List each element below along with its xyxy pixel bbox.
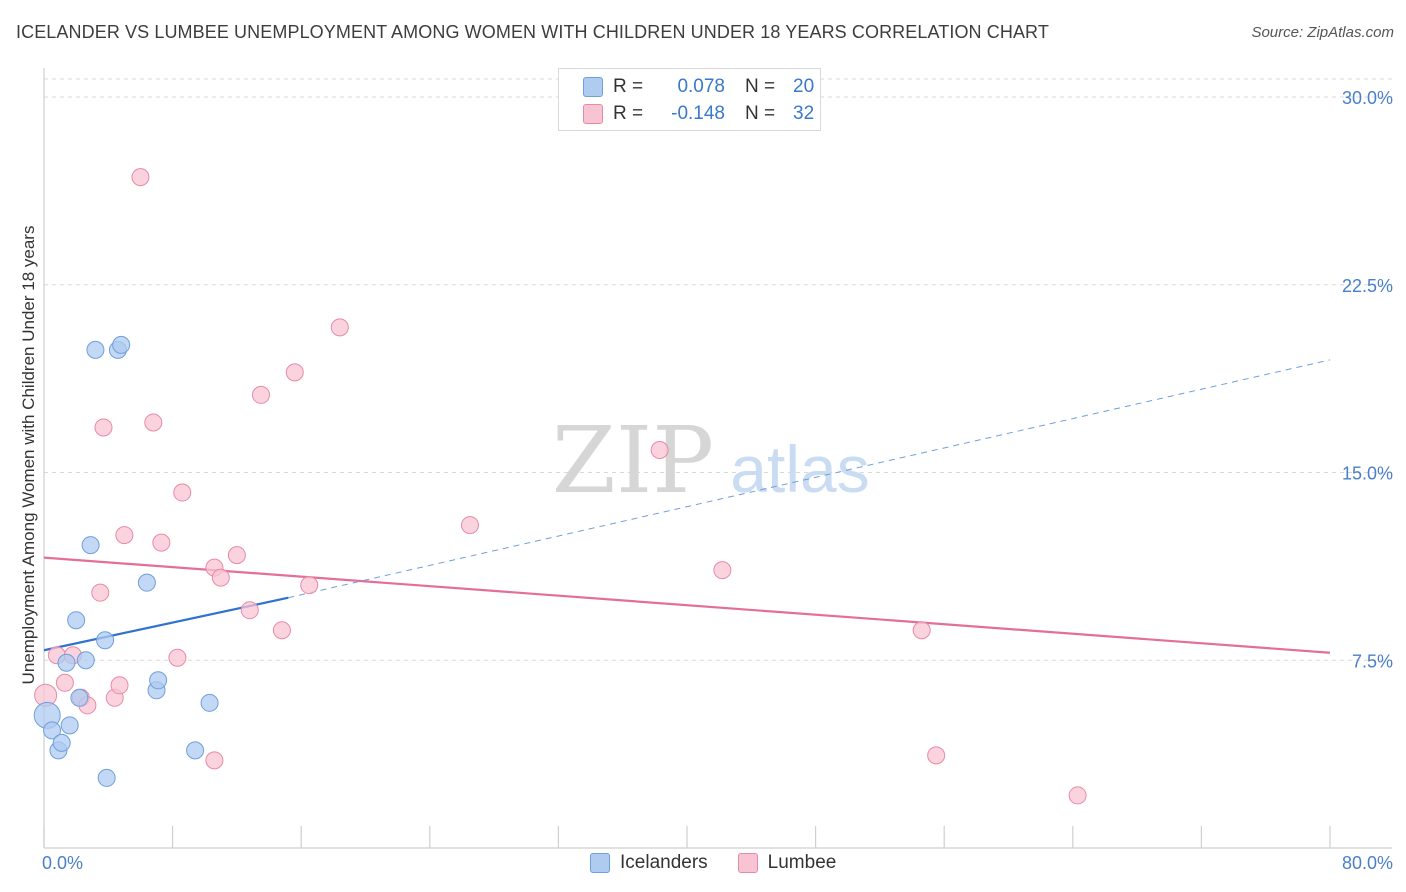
lumbee-point bbox=[330, 318, 349, 337]
axis-labels: 7.5% 15.0% 22.5% 30.0% 0.0% 80.0% Unemployment… bbox=[19, 88, 1393, 873]
icelanders-swatch bbox=[583, 77, 603, 97]
icelanders-point bbox=[76, 651, 95, 670]
lumbee-point bbox=[227, 546, 246, 565]
lumbee-trend-line bbox=[43, 556, 1331, 654]
y-tick-label: 22.5% bbox=[1342, 276, 1393, 296]
lumbee-point bbox=[1068, 786, 1087, 805]
icelanders-point bbox=[70, 688, 89, 707]
icelanders-swatch bbox=[590, 853, 610, 873]
lumbee-point bbox=[55, 673, 74, 692]
lumbee-point bbox=[131, 168, 150, 187]
lumbee-point bbox=[300, 576, 319, 595]
icelanders-point bbox=[81, 536, 100, 555]
legend-row-lumbee: R = -0.148 N = 32 bbox=[583, 101, 814, 127]
r-value: 0.078 bbox=[677, 76, 725, 97]
legend-item-icelanders[interactable]: Icelanders bbox=[590, 852, 708, 874]
legend-item-lumbee[interactable]: Lumbee bbox=[737, 852, 837, 874]
r-label: R = bbox=[613, 76, 644, 97]
icelanders-point bbox=[149, 671, 168, 690]
lumbee-point bbox=[927, 746, 946, 765]
n-value: 32 bbox=[793, 103, 815, 124]
lumbee-point bbox=[912, 621, 931, 640]
lumbee-point bbox=[110, 676, 129, 695]
lumbee-point bbox=[115, 526, 134, 545]
data-points bbox=[33, 168, 1087, 805]
lumbee-point bbox=[205, 751, 224, 770]
lumbee-point bbox=[252, 385, 271, 404]
icelanders-point bbox=[86, 340, 105, 359]
trend-lines bbox=[43, 359, 1331, 654]
lumbee-point bbox=[460, 516, 479, 535]
r-value: -0.148 bbox=[671, 103, 725, 124]
watermark: ZIP atlas bbox=[552, 407, 870, 514]
icelanders-point bbox=[52, 733, 71, 752]
watermark-zip: ZIP bbox=[552, 407, 714, 514]
icelanders-point bbox=[96, 631, 115, 650]
icelanders-point bbox=[60, 716, 79, 735]
axes bbox=[43, 68, 1392, 849]
icelanders-point bbox=[112, 335, 131, 354]
icelanders-trend-extension bbox=[288, 359, 1331, 599]
x-tick-label: 0.0% bbox=[42, 853, 83, 873]
lumbee-swatch bbox=[583, 104, 603, 124]
lumbee-point bbox=[168, 648, 187, 667]
lumbee-point bbox=[152, 533, 171, 552]
y-tick-label: 7.5% bbox=[1352, 651, 1393, 671]
n-value: 20 bbox=[793, 76, 815, 97]
icelanders-point bbox=[67, 611, 86, 630]
y-axis-label: Unemployment Among Women with Children U… bbox=[19, 226, 38, 685]
lumbee-point bbox=[91, 583, 110, 602]
r-label: R = bbox=[613, 103, 644, 124]
legend-label: Icelanders bbox=[620, 852, 708, 873]
n-label: N = bbox=[745, 76, 776, 97]
icelanders-point bbox=[186, 741, 205, 760]
lumbee-point bbox=[240, 601, 259, 620]
lumbee-point bbox=[285, 363, 304, 382]
series-legend: Icelanders Lumbee bbox=[590, 852, 866, 874]
icelanders-point bbox=[137, 573, 156, 592]
legend-label: Lumbee bbox=[767, 852, 837, 873]
lumbee-point bbox=[144, 413, 163, 432]
stats-legend: R = 0.078 N = 20 R = -0.148 N = 32 bbox=[558, 68, 821, 131]
watermark-atlas: atlas bbox=[730, 432, 869, 506]
x-tick-label: 80.0% bbox=[1342, 853, 1393, 873]
lumbee-point bbox=[713, 561, 732, 580]
n-label: N = bbox=[745, 103, 776, 124]
lumbee-swatch bbox=[737, 853, 758, 873]
chart-title: ICELANDER VS LUMBEE UNEMPLOYMENT AMONG W… bbox=[16, 22, 1049, 42]
legend-row-icelanders: R = 0.078 N = 20 bbox=[583, 74, 814, 100]
icelanders-point bbox=[97, 768, 116, 787]
icelanders-point bbox=[43, 721, 62, 740]
lumbee-point bbox=[272, 621, 291, 640]
lumbee-point bbox=[94, 418, 113, 437]
icelanders-point bbox=[200, 693, 219, 712]
icelanders-point bbox=[57, 653, 76, 672]
lumbee-point bbox=[650, 440, 669, 459]
lumbee-point bbox=[211, 568, 230, 587]
lumbee-point bbox=[173, 483, 192, 502]
y-tick-label: 30.0% bbox=[1342, 88, 1393, 108]
y-tick-label: 15.0% bbox=[1342, 464, 1393, 484]
source-label: Source: ZipAtlas.com bbox=[1251, 24, 1394, 41]
